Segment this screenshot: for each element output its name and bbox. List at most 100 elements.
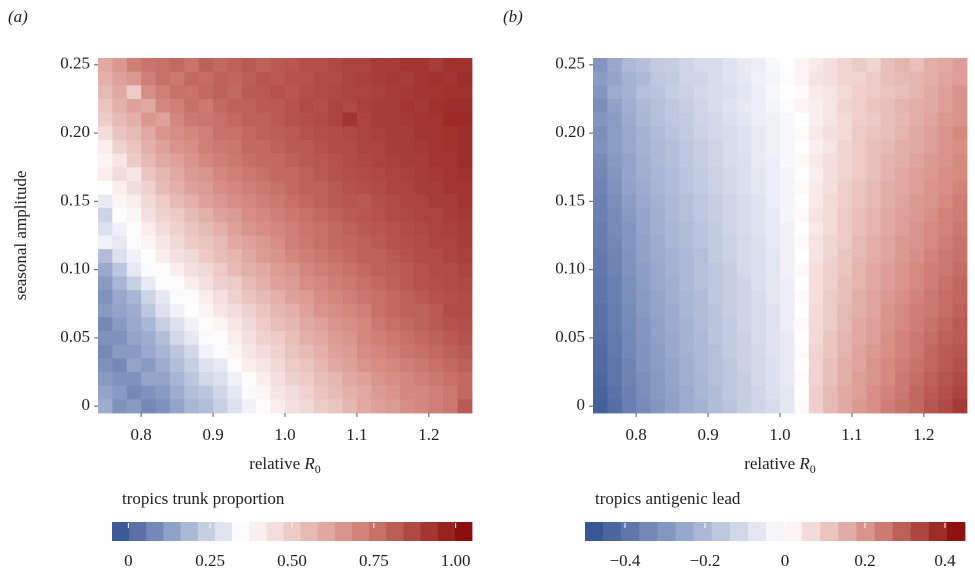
heatmap-cell: [708, 344, 723, 359]
heatmap-cell: [256, 194, 272, 209]
heatmap-cell: [342, 126, 358, 141]
heatmap-cell: [736, 85, 752, 100]
colorbar-swatch: [214, 522, 233, 541]
heatmap-cell: [851, 249, 867, 264]
heatmap-cell: [126, 344, 142, 359]
heatmap-cell: [155, 249, 171, 264]
heatmap-cell: [169, 385, 185, 400]
heatmap-cell: [679, 235, 695, 250]
heatmap-cell: [593, 221, 608, 236]
heatmap-cell: [851, 317, 867, 332]
heatmap-cell: [385, 276, 401, 291]
heatmap-cell: [414, 317, 430, 332]
heatmap-cell: [400, 290, 415, 305]
heatmap-cell: [400, 262, 415, 277]
heatmap-cell: [184, 399, 200, 414]
heatmap-cell: [693, 303, 709, 318]
heatmap-cell: [808, 262, 824, 277]
x-label-symbol: R: [303, 454, 315, 473]
heatmap-cell: [736, 290, 752, 305]
heatmap-cell: [328, 126, 343, 141]
heatmap-cell: [880, 58, 896, 73]
heatmap-cell: [823, 399, 838, 414]
heatmap-cell: [126, 167, 142, 182]
heatmap-cell: [198, 235, 214, 250]
heatmap-cell: [607, 98, 623, 114]
heatmap-cell: [693, 358, 709, 373]
heatmap-cell: [184, 153, 200, 168]
colorbar-swatch: [403, 522, 421, 541]
colorbar-swatch: [232, 522, 250, 541]
heatmap-cell: [213, 153, 228, 168]
heatmap-cell: [371, 317, 387, 332]
heatmap-cell: [593, 167, 608, 182]
heatmap-cell: [198, 153, 214, 168]
heatmap-cell: [636, 372, 651, 387]
heatmap-cell: [457, 180, 473, 195]
heatmap-cell: [141, 112, 156, 127]
heatmap-cell: [808, 180, 824, 195]
heatmap-cell: [708, 358, 723, 373]
heatmap-cell: [141, 58, 156, 73]
heatmap-cell: [895, 221, 910, 236]
heatmap-cell: [621, 126, 637, 141]
heatmap-cell: [607, 317, 623, 332]
heatmap-cell: [98, 98, 113, 114]
heatmap-cell: [241, 112, 257, 127]
y-tick-label: 0.15: [60, 190, 90, 209]
heatmap-cell: [880, 180, 896, 195]
heatmap-cell: [607, 235, 623, 250]
heatmap-cell: [241, 221, 257, 236]
heatmap-cell: [256, 208, 272, 223]
heatmap-cell: [270, 71, 286, 86]
heatmap-cell: [851, 153, 867, 168]
heatmap-cell: [736, 249, 752, 264]
heatmap-cell: [923, 317, 939, 332]
heatmap-cell: [837, 317, 853, 332]
heatmap-cell: [895, 58, 910, 73]
heatmap-cell: [155, 399, 171, 414]
heatmap-cell: [909, 276, 925, 291]
heatmap-cell: [909, 139, 925, 154]
heatmap-cell: [328, 58, 343, 73]
heatmap-cell: [227, 139, 243, 154]
heatmap-cell: [679, 358, 695, 373]
heatmap-cell: [213, 208, 228, 223]
heatmap-cell: [270, 180, 286, 195]
heatmap-cell: [866, 290, 882, 305]
heatmap-cell: [256, 303, 272, 318]
heatmap-cell: [693, 344, 709, 359]
heatmap-cell: [607, 208, 623, 223]
heatmap-cell: [227, 235, 243, 250]
heatmap-cell: [880, 276, 896, 291]
heatmap-cell: [356, 358, 372, 373]
heatmap-cell: [794, 58, 810, 73]
heatmap-cell: [837, 126, 853, 141]
heatmap-cell: [241, 85, 257, 100]
y-tick-label: 0: [577, 395, 586, 414]
x-label-subscript: 0: [810, 462, 816, 476]
heatmap-cell: [256, 153, 272, 168]
heatmap-cell: [593, 303, 608, 318]
heatmap-cell: [299, 153, 315, 168]
heatmap-cell: [184, 71, 200, 86]
heatmap-cell: [414, 249, 430, 264]
colorbar-swatch: [334, 522, 353, 541]
heatmap-cell: [607, 180, 623, 195]
heatmap-cell: [428, 317, 444, 332]
heatmap-cell: [765, 221, 781, 236]
heatmap-cell: [184, 262, 200, 277]
heatmap-cell: [155, 331, 171, 346]
heatmap-cell: [693, 98, 709, 114]
heatmap-cell: [722, 317, 738, 332]
heatmap-cell: [112, 153, 128, 168]
heatmap-cell: [736, 98, 752, 114]
heatmap-cell: [607, 303, 623, 318]
heatmap-cell: [241, 317, 257, 332]
heatmap-cell: [650, 221, 666, 236]
heatmap-cell: [356, 276, 372, 291]
heatmap-cell: [636, 126, 651, 141]
heatmap-cell: [636, 276, 651, 291]
heatmap-cell: [141, 262, 156, 277]
heatmap-cell: [342, 167, 358, 182]
